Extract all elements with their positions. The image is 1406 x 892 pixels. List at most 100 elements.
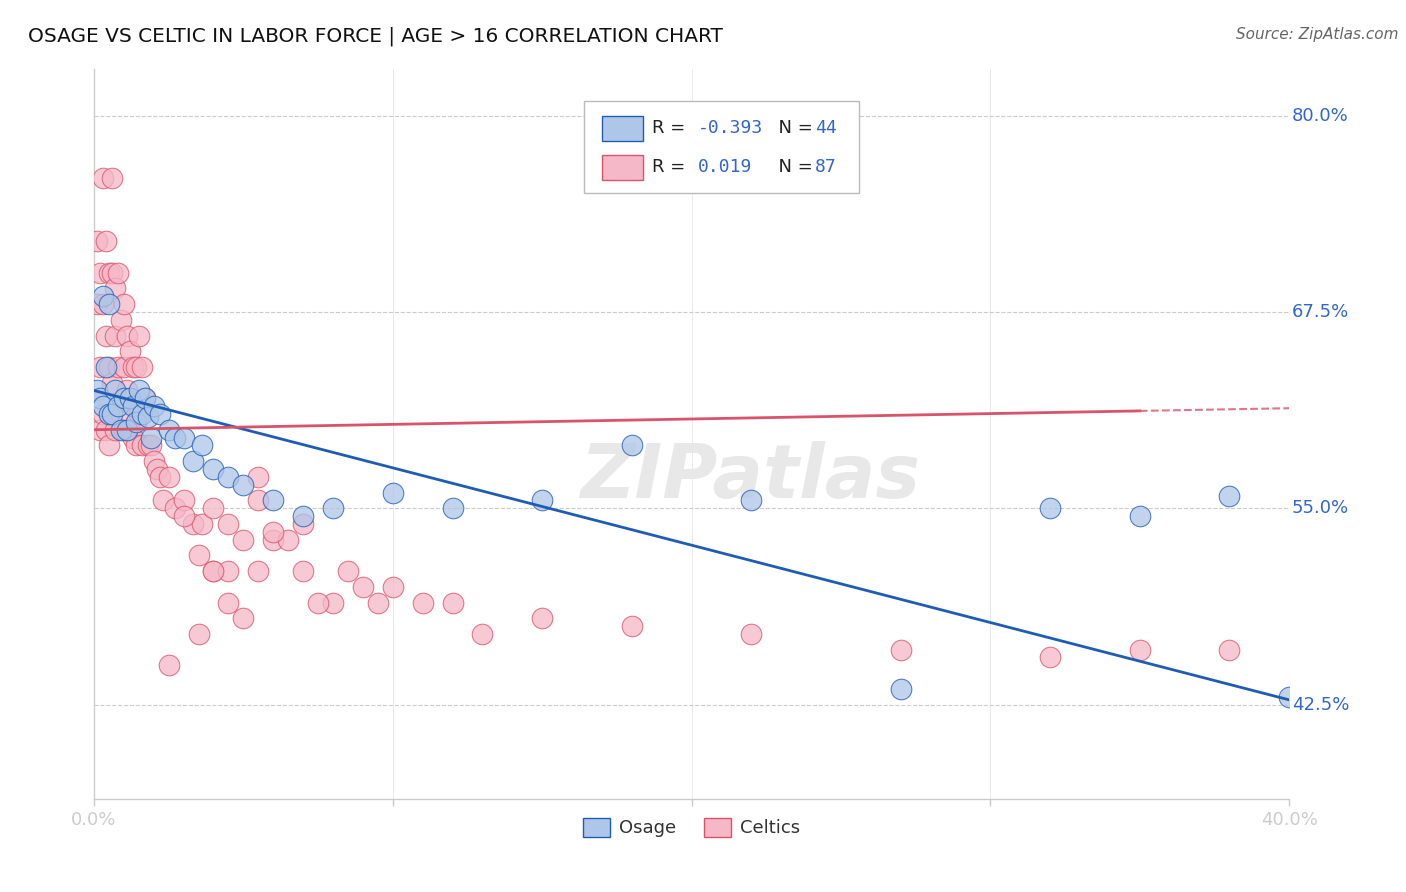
Point [190,438,212,452]
Legend: Osage, Celtics: Osage, Celtics [576,811,807,845]
Point [217,595,239,609]
Point [163,501,186,516]
Text: R =: R = [652,158,692,176]
Point [217,564,239,578]
Point [890,681,912,696]
Point [620,438,643,452]
Point [110,407,132,421]
Point [202,564,225,578]
Point [381,485,404,500]
Point [110,423,132,437]
Point [115,328,138,343]
Point [142,454,165,468]
Point [131,359,153,374]
Text: 87: 87 [814,158,837,176]
Point [471,627,494,641]
Point [1039,501,1062,516]
Point [101,266,124,280]
Point [292,509,315,524]
Point [131,407,153,421]
Point [441,595,464,609]
Point [91,399,114,413]
Point [173,493,195,508]
Point [531,493,554,508]
Point [217,516,239,531]
Point [247,470,270,484]
Point [262,524,284,539]
Point [217,470,239,484]
FancyBboxPatch shape [602,116,643,141]
Point [97,266,120,280]
Point [740,493,762,508]
Point [181,516,204,531]
Point [262,493,284,508]
Point [131,438,153,452]
Point [136,438,159,452]
Point [277,533,299,547]
Point [101,376,124,390]
Point [89,359,111,374]
Point [112,297,135,311]
Point [307,595,329,609]
Point [107,359,129,374]
Point [157,658,180,673]
Text: R =: R = [652,120,692,137]
Text: 42.5%: 42.5% [1292,696,1348,714]
Point [94,328,117,343]
Point [121,359,143,374]
Point [202,462,225,476]
Point [112,392,135,406]
Point [115,423,138,437]
Point [142,399,165,413]
Point [107,266,129,280]
Point [118,423,141,437]
Point [139,431,162,445]
Point [112,359,135,374]
Point [247,564,270,578]
Text: N =: N = [766,158,818,176]
Point [91,407,114,421]
Point [232,533,254,547]
Point [94,359,117,374]
Point [262,533,284,547]
Point [173,509,195,524]
Point [89,423,111,437]
Point [121,431,143,445]
Point [1218,489,1240,503]
Text: ZIPatlas: ZIPatlas [581,441,921,514]
Point [145,462,167,476]
Text: 0.019: 0.019 [697,158,752,176]
Point [118,344,141,359]
Point [128,384,150,398]
Point [890,642,912,657]
Point [202,564,225,578]
Point [1129,509,1152,524]
Text: Source: ZipAtlas.com: Source: ZipAtlas.com [1236,27,1399,42]
Point [292,564,315,578]
Point [149,470,172,484]
Point [149,407,172,421]
Point [97,407,120,421]
Point [104,281,127,295]
Point [740,627,762,641]
Point [104,423,127,437]
Point [101,171,124,186]
Point [89,266,111,280]
Point [91,297,114,311]
Point [1129,642,1152,657]
Point [441,501,464,516]
Point [247,493,270,508]
Point [121,399,143,413]
Point [134,392,156,406]
Point [118,392,141,406]
Point [292,516,315,531]
Point [91,171,114,186]
Point [163,431,186,445]
Text: -0.393: -0.393 [697,120,763,137]
Point [1039,650,1062,665]
Point [107,399,129,413]
Point [352,580,374,594]
Point [86,297,108,311]
Text: N =: N = [766,120,818,137]
Point [104,328,127,343]
